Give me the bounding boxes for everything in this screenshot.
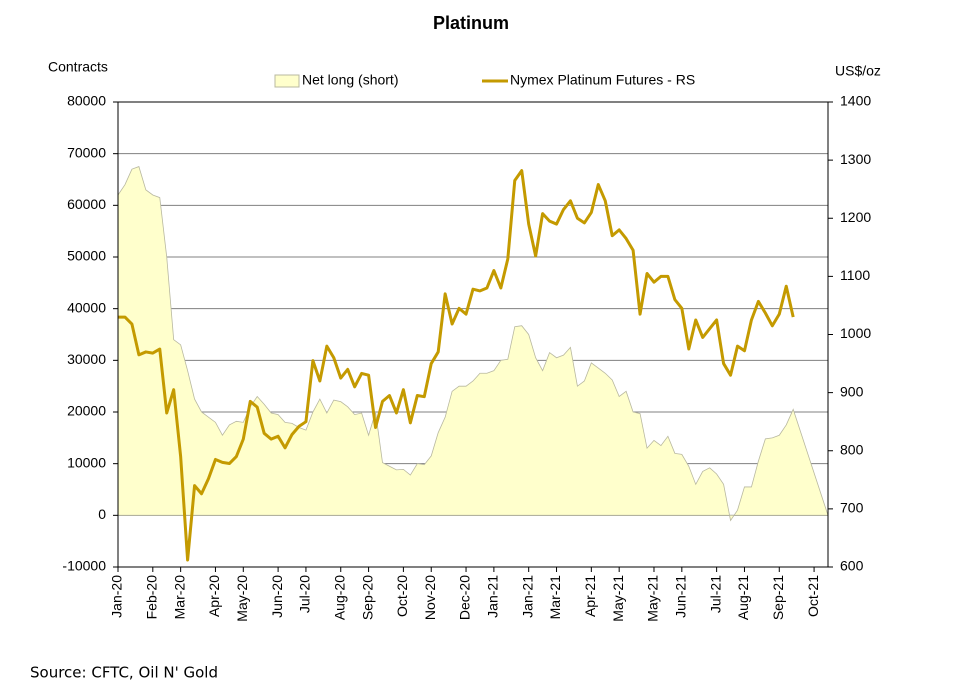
x-tick-label: Apr-20 bbox=[206, 575, 222, 617]
y2-axis-label: US$/oz bbox=[835, 63, 881, 79]
x-tick-label: Nov-20 bbox=[422, 575, 438, 620]
legend-label: Net long (short) bbox=[302, 72, 398, 88]
x-tick-label: Jan-21 bbox=[485, 575, 501, 618]
x-tick-label: Jan-20 bbox=[109, 575, 125, 618]
x-tick-label: Feb-20 bbox=[144, 575, 160, 620]
y-tick-label: 70000 bbox=[67, 144, 106, 160]
x-tick-label: Jan-21 bbox=[519, 575, 535, 618]
x-tick-label: Aug-21 bbox=[735, 575, 751, 620]
x-tick-label: Apr-21 bbox=[582, 575, 598, 617]
x-tick-label: Sep-21 bbox=[770, 575, 786, 620]
y2-tick-label: 600 bbox=[840, 558, 864, 574]
y-tick-label: 50000 bbox=[67, 248, 106, 264]
y2-tick-label: 900 bbox=[840, 383, 864, 399]
y-axis-label: Contracts bbox=[48, 59, 108, 75]
x-tick-label: Jun-21 bbox=[673, 575, 689, 618]
x-tick-label: May-21 bbox=[610, 575, 626, 622]
y2-tick-label: 1300 bbox=[840, 151, 871, 167]
x-tick-label: Oct-21 bbox=[805, 575, 821, 617]
x-tick-label: Sep-20 bbox=[359, 575, 375, 620]
x-tick-label: May-21 bbox=[645, 575, 661, 622]
x-tick-label: May-20 bbox=[234, 575, 250, 622]
y-tick-label: 40000 bbox=[67, 299, 106, 315]
y2-tick-label: 1000 bbox=[840, 325, 871, 341]
y-tick-label: 10000 bbox=[67, 454, 106, 470]
y-tick-label: 20000 bbox=[67, 403, 106, 419]
x-tick-label: Aug-20 bbox=[331, 575, 347, 620]
y-tick-label: 60000 bbox=[67, 196, 106, 212]
line bbox=[118, 169, 795, 562]
x-tick-label: Jul-20 bbox=[297, 575, 313, 613]
y-tick-label: 0 bbox=[98, 506, 106, 522]
x-tick-label: Dec-20 bbox=[457, 575, 473, 620]
x-tick-label: Oct-20 bbox=[394, 575, 410, 617]
legend-label: Nymex Platinum Futures - RS bbox=[510, 72, 695, 88]
source: Source: CFTC, Oil N' Gold bbox=[30, 664, 218, 682]
x-tick-label: Jun-20 bbox=[269, 575, 285, 618]
y-tick-label: 30000 bbox=[67, 351, 106, 367]
legend-swatch bbox=[274, 74, 300, 88]
y2-tick-label: 1200 bbox=[840, 209, 871, 225]
y2-tick-label: 1400 bbox=[840, 93, 871, 109]
y-tick-label: 80000 bbox=[67, 93, 106, 109]
y2-tick-label: 800 bbox=[840, 441, 864, 457]
plot-border bbox=[117, 101, 829, 568]
y2-tick-label: 700 bbox=[840, 500, 864, 516]
y-tick-label: -10000 bbox=[62, 558, 106, 574]
y2-tick-label: 1100 bbox=[840, 267, 870, 283]
x-tick-label: Jul-21 bbox=[707, 575, 723, 613]
x-tick-label: Mar-20 bbox=[171, 575, 187, 620]
chart-title: Platinum bbox=[433, 13, 509, 33]
x-tick-label: Mar-21 bbox=[547, 575, 563, 620]
